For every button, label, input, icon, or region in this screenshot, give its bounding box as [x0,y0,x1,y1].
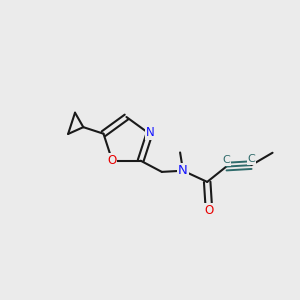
Text: C: C [222,155,230,165]
Text: N: N [146,126,154,139]
Text: C: C [248,154,255,164]
Text: N: N [178,164,188,177]
Text: O: O [107,154,116,167]
Text: O: O [204,204,213,217]
